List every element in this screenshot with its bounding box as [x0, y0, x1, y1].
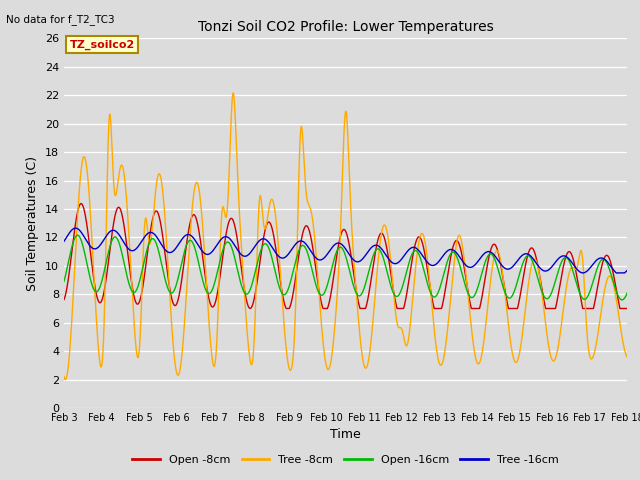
Tree -16cm: [612, 270, 620, 276]
Tree -8cm: [218, 216, 225, 222]
Open -16cm: [618, 297, 626, 303]
Open -16cm: [74, 232, 81, 238]
Open -8cm: [623, 306, 631, 312]
Open -8cm: [218, 264, 225, 269]
Open -8cm: [282, 306, 290, 312]
Tree -8cm: [411, 274, 419, 280]
Tree -8cm: [623, 354, 631, 360]
Tree -16cm: [181, 233, 189, 239]
Tree -8cm: [229, 90, 237, 96]
Open -8cm: [623, 306, 631, 312]
Open -16cm: [570, 271, 578, 277]
Open -16cm: [411, 248, 419, 253]
Open -16cm: [218, 252, 225, 258]
Title: Tonzi Soil CO2 Profile: Lower Temperatures: Tonzi Soil CO2 Profile: Lower Temperatur…: [198, 21, 493, 35]
Text: TZ_soilco2: TZ_soilco2: [70, 40, 135, 50]
Open -16cm: [623, 290, 631, 296]
Tree -16cm: [401, 252, 408, 258]
Open -8cm: [181, 254, 189, 260]
Open -16cm: [60, 278, 68, 284]
Tree -8cm: [570, 265, 578, 271]
Line: Open -8cm: Open -8cm: [64, 204, 627, 309]
Tree -16cm: [570, 262, 578, 268]
Tree -16cm: [60, 239, 68, 244]
Open -8cm: [570, 259, 578, 265]
Line: Open -16cm: Open -16cm: [64, 235, 627, 300]
Tree -8cm: [61, 377, 69, 383]
Line: Tree -8cm: Tree -8cm: [64, 93, 627, 380]
Tree -8cm: [401, 339, 409, 345]
Open -8cm: [401, 300, 409, 306]
Tree -8cm: [623, 354, 631, 360]
Tree -8cm: [60, 374, 68, 380]
Open -8cm: [60, 297, 68, 302]
Tree -8cm: [181, 315, 189, 321]
Text: No data for f_T2_TC3: No data for f_T2_TC3: [6, 14, 115, 25]
Tree -16cm: [623, 267, 631, 273]
Open -16cm: [401, 276, 408, 282]
Open -16cm: [623, 290, 631, 296]
Line: Tree -16cm: Tree -16cm: [64, 228, 627, 273]
Open -8cm: [411, 243, 419, 249]
X-axis label: Time: Time: [330, 429, 361, 442]
Tree -16cm: [623, 268, 631, 274]
Open -8cm: [77, 201, 85, 206]
Tree -16cm: [218, 236, 225, 242]
Tree -16cm: [72, 225, 79, 231]
Open -16cm: [181, 247, 189, 253]
Legend: Open -8cm, Tree -8cm, Open -16cm, Tree -16cm: Open -8cm, Tree -8cm, Open -16cm, Tree -…: [128, 450, 563, 469]
Tree -16cm: [411, 245, 419, 251]
Y-axis label: Soil Temperatures (C): Soil Temperatures (C): [26, 156, 39, 291]
